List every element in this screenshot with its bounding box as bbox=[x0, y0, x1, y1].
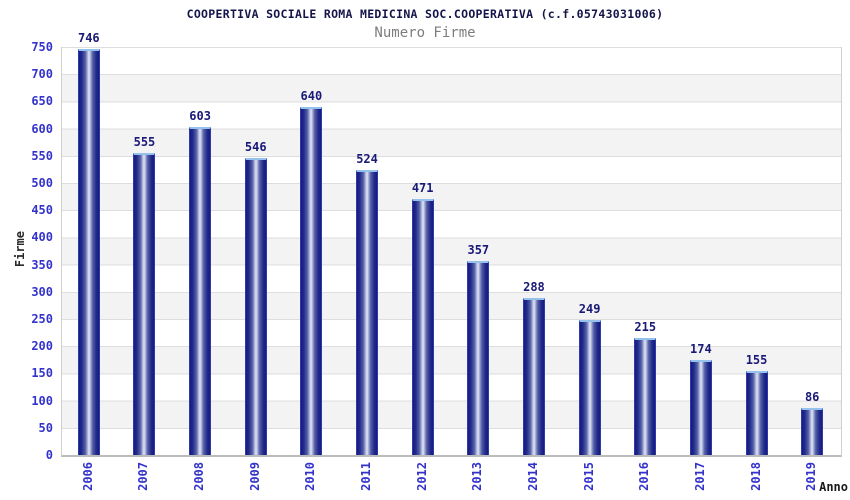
y-tick-label: 750 bbox=[31, 40, 53, 54]
x-tick-label: 2015 bbox=[581, 462, 596, 491]
x-tick-label: 2010 bbox=[303, 462, 318, 491]
x-tick-label: 2016 bbox=[637, 462, 652, 491]
bar bbox=[745, 370, 768, 455]
y-tick-label: 450 bbox=[31, 203, 53, 218]
y-tick-label: 0 bbox=[45, 448, 53, 462]
bar-value-label: 215 bbox=[634, 320, 657, 335]
y-tick-label: 100 bbox=[31, 393, 53, 408]
bar bbox=[244, 157, 267, 455]
x-tick-label: 2012 bbox=[414, 462, 429, 491]
x-tick-label: 2014 bbox=[525, 462, 540, 491]
x-tick-label: 2008 bbox=[192, 462, 207, 491]
bar bbox=[411, 198, 434, 455]
y-tick-label: 50 bbox=[38, 420, 53, 435]
y-tick-label: 600 bbox=[31, 121, 53, 136]
bar bbox=[689, 360, 712, 455]
bar-value-label: 357 bbox=[467, 242, 490, 257]
y-tick-label: 350 bbox=[31, 257, 53, 272]
bar-value-label: 555 bbox=[133, 135, 156, 150]
y-axis-title: Firme bbox=[13, 231, 27, 268]
bar-value-label: 249 bbox=[578, 301, 601, 316]
bar-value-label: 640 bbox=[300, 88, 323, 103]
bar bbox=[300, 106, 323, 455]
y-tick-label: 150 bbox=[31, 366, 53, 381]
x-tick-label: 2006 bbox=[80, 462, 95, 491]
x-tick-label: 2007 bbox=[136, 462, 151, 491]
bar-value-label: 524 bbox=[356, 151, 378, 166]
bar bbox=[522, 298, 545, 455]
bar-value-label: 471 bbox=[411, 180, 434, 195]
y-tick-label: 300 bbox=[31, 284, 53, 299]
bar-value-label: 155 bbox=[745, 352, 768, 367]
y-tick-label: 550 bbox=[31, 148, 53, 163]
bar-value-label: 746 bbox=[77, 31, 100, 46]
y-tick-label: 400 bbox=[31, 230, 53, 245]
bar bbox=[634, 338, 657, 455]
x-axis-title: Anno bbox=[819, 480, 848, 494]
x-tick-label: 2017 bbox=[692, 462, 707, 491]
chart-subtitle: Numero Firme bbox=[374, 25, 476, 41]
y-tick-label: 500 bbox=[31, 176, 53, 190]
y-tick-label: 250 bbox=[31, 312, 53, 326]
x-tick-label: 2013 bbox=[470, 462, 485, 491]
x-tick-label: 2019 bbox=[804, 462, 819, 491]
bar bbox=[189, 126, 212, 455]
bar bbox=[77, 49, 100, 455]
bar-value-label: 603 bbox=[189, 108, 211, 123]
bar-value-label: 546 bbox=[244, 139, 267, 154]
y-tick-label: 700 bbox=[31, 67, 53, 82]
bar-value-label: 174 bbox=[690, 342, 712, 357]
bar-value-label: 288 bbox=[523, 280, 545, 295]
x-tick-label: 2009 bbox=[247, 462, 262, 491]
bar bbox=[578, 319, 601, 455]
bar bbox=[133, 153, 156, 455]
chart-title: COOPERTIVA SOCIALE ROMA MEDICINA SOC.COO… bbox=[186, 7, 664, 21]
bar-value-label: 86 bbox=[804, 390, 820, 405]
bar bbox=[356, 169, 379, 455]
y-tick-label: 650 bbox=[31, 94, 53, 109]
y-tick-label: 200 bbox=[31, 339, 53, 354]
bar bbox=[467, 260, 490, 455]
x-tick-label: 2018 bbox=[748, 462, 763, 491]
bar bbox=[801, 408, 824, 455]
x-tick-label: 2011 bbox=[359, 462, 374, 491]
